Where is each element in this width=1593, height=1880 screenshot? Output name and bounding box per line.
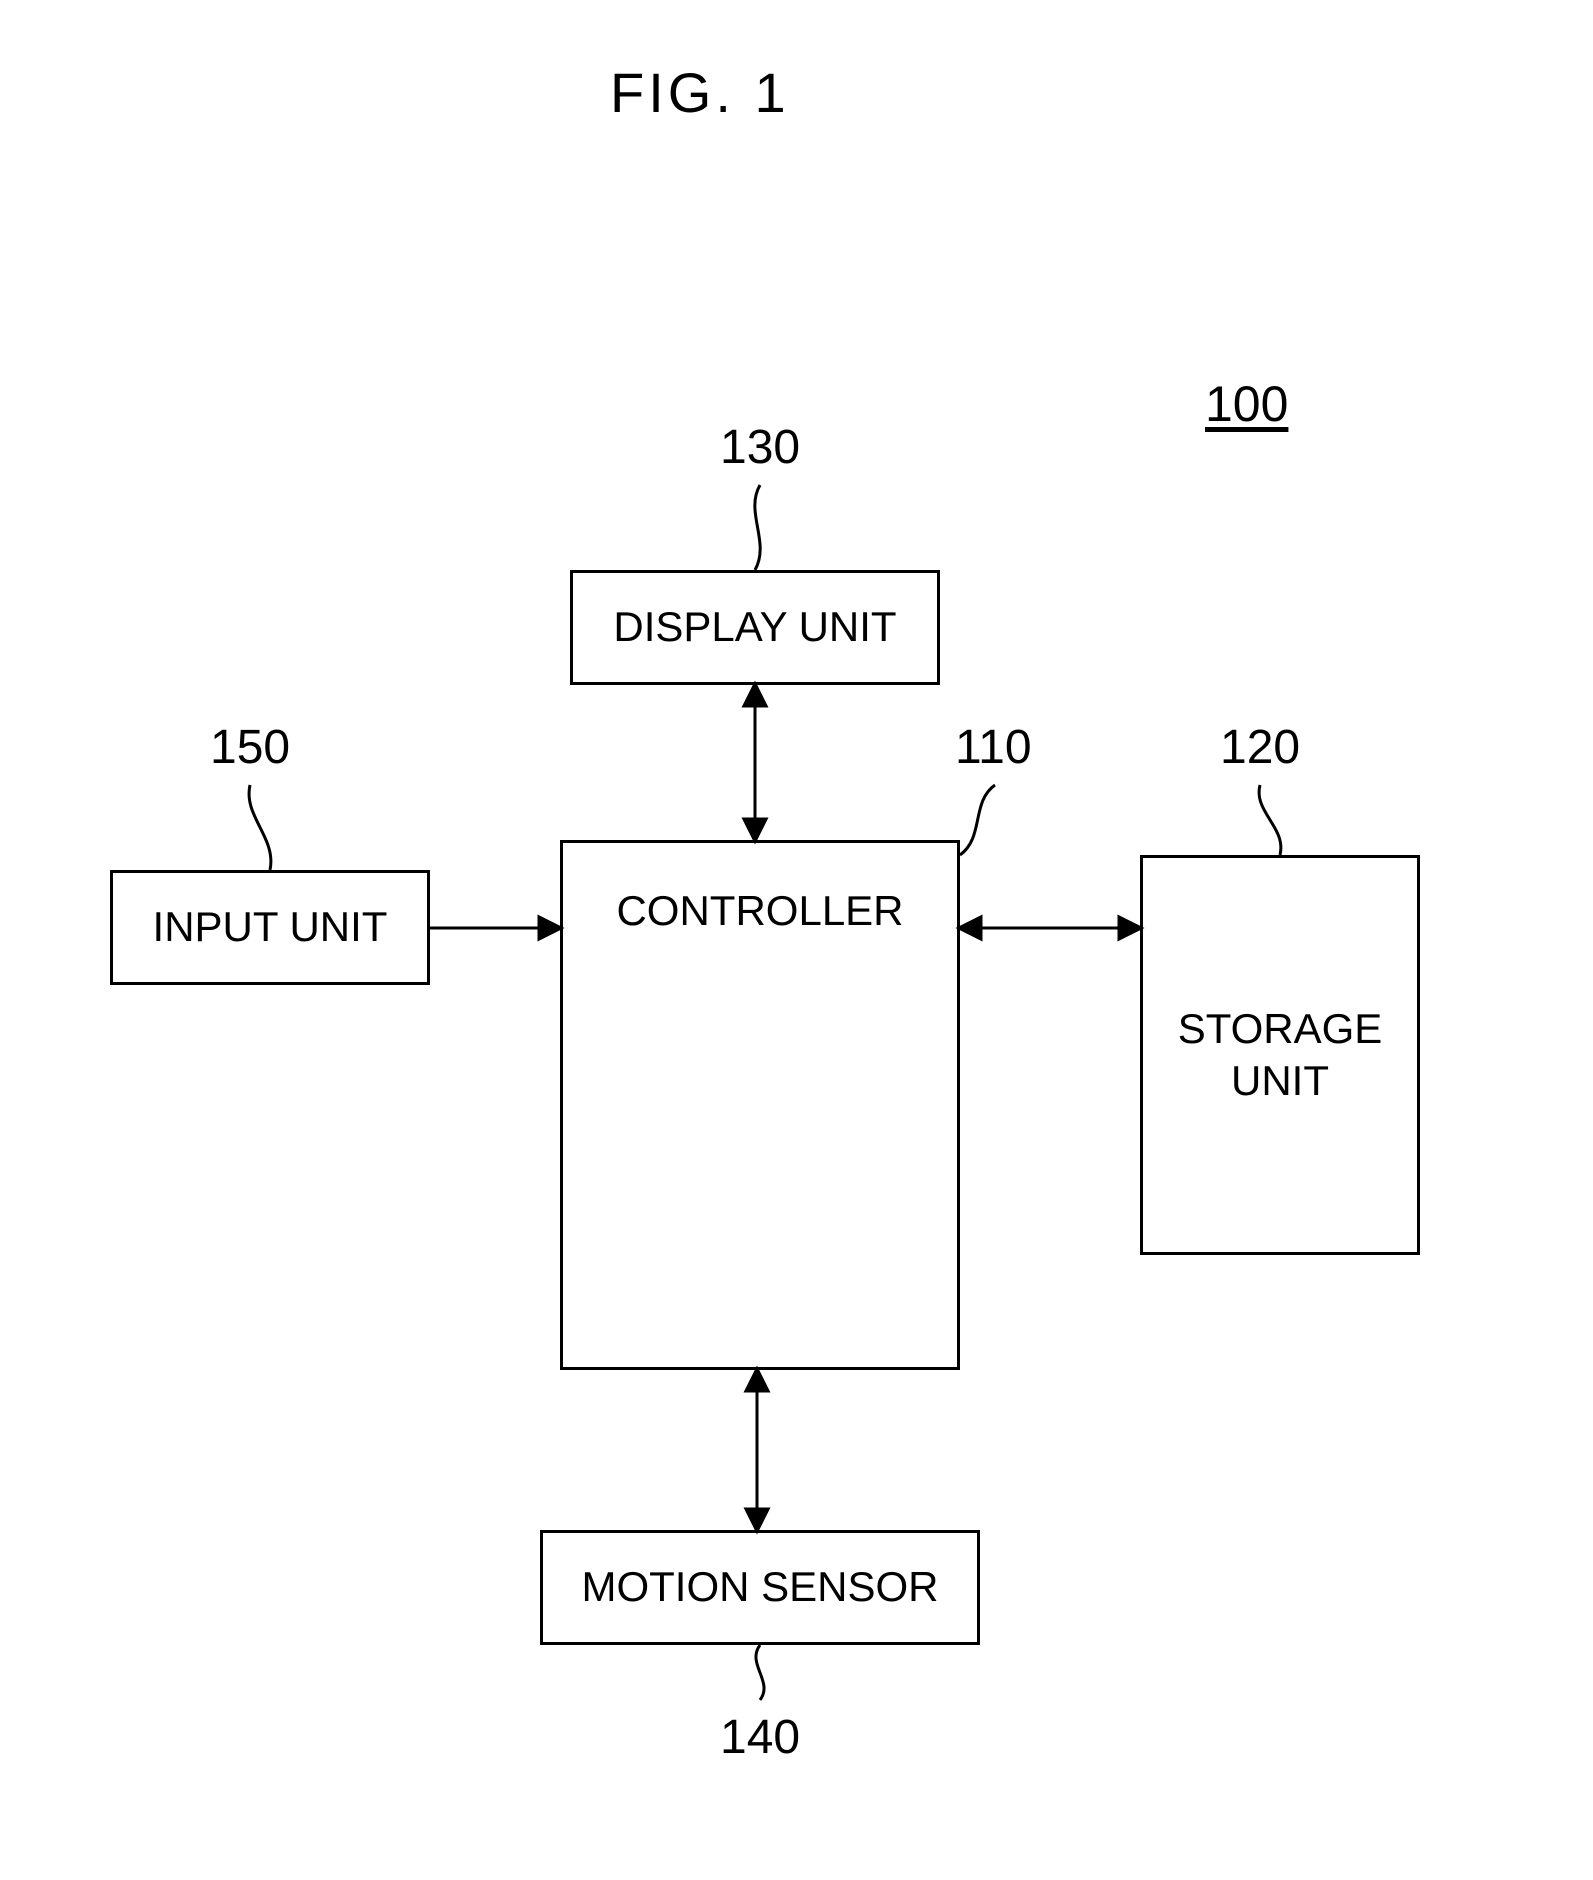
- leader-130: [755, 485, 760, 570]
- leader-140: [756, 1645, 764, 1700]
- num-label-110: 110: [955, 720, 1032, 775]
- figure-title: FIG. 1: [610, 60, 790, 125]
- num-label-130: 130: [720, 420, 800, 475]
- box-input-unit: INPUT UNIT: [110, 870, 430, 985]
- leader-150: [249, 785, 271, 870]
- num-label-150: 150: [210, 720, 290, 775]
- box-display-unit: DISPLAY UNIT: [570, 570, 940, 685]
- leader-110: [960, 785, 995, 855]
- box-motion-sensor: MOTION SENSOR: [540, 1530, 980, 1645]
- figure-ref-label: 100: [1205, 375, 1288, 433]
- box-controller: CONTROLLER: [560, 840, 960, 1370]
- leader-120: [1259, 785, 1281, 855]
- num-label-140: 140: [720, 1710, 800, 1765]
- figure-canvas: FIG. 1 100 130 150 110 120 140 DISPLAY U…: [0, 0, 1593, 1880]
- num-label-120: 120: [1220, 720, 1300, 775]
- box-storage-unit: STORAGE UNIT: [1140, 855, 1420, 1255]
